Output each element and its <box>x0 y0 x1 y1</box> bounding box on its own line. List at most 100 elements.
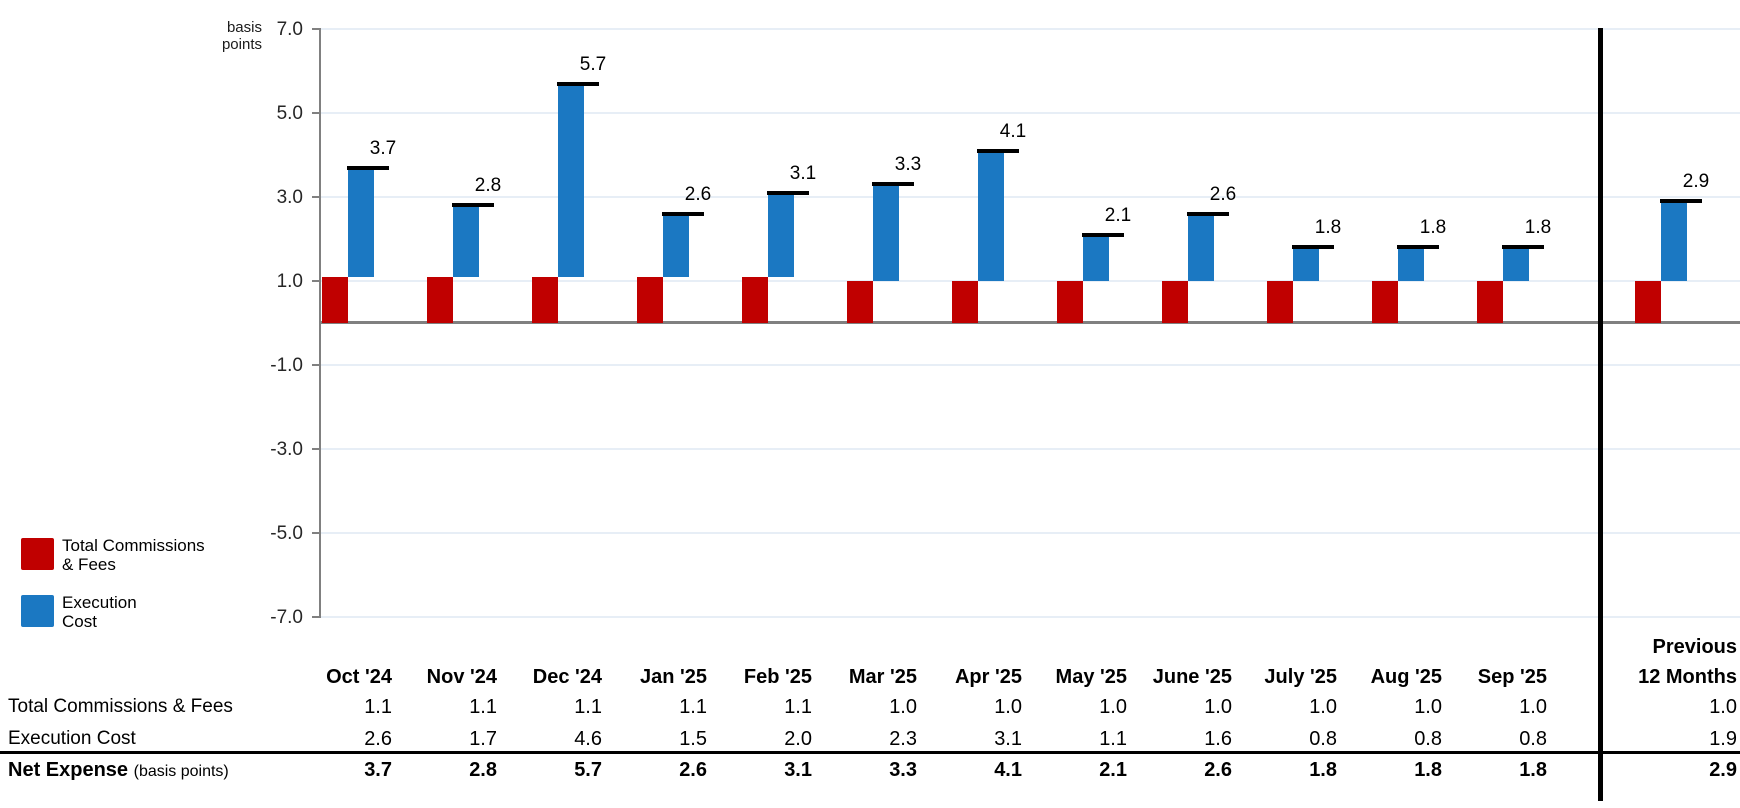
row-total-commissions-fees-value: 1.0 <box>889 696 917 718</box>
row-net-expense-value: 5.7 <box>574 759 602 781</box>
net-expense-marker <box>1397 245 1439 250</box>
y-axis-tick <box>312 616 321 618</box>
bar-execution-cost <box>558 83 584 277</box>
table-header-month: Mar '25 <box>848 666 917 688</box>
net-expense-value-label: 2.6 <box>1209 183 1237 205</box>
legend-label-execution-cost: Execution Cost <box>62 593 222 631</box>
bar-execution-cost <box>978 150 1004 281</box>
table-header-month: Oct '24 <box>326 666 392 688</box>
table-header-month: Nov '24 <box>426 666 497 688</box>
y-axis-tick-label: -3.0 <box>270 439 303 460</box>
row-total-commissions-fees-value: 1.0 <box>1414 696 1442 718</box>
bar-total-commissions-fees <box>532 276 558 323</box>
row-label-execution-cost: Execution Cost <box>8 728 136 749</box>
y-axis-title: basis points <box>182 19 262 53</box>
row-total-commissions-fees-value: 1.1 <box>574 696 602 718</box>
bar-total-commissions-fees <box>1477 281 1503 323</box>
net-expense-marker <box>977 148 1019 153</box>
bar-total-commissions-fees <box>1057 281 1083 323</box>
row-execution-cost-value: 2.3 <box>889 728 917 750</box>
gridline <box>321 616 1740 618</box>
gridline <box>321 196 1740 198</box>
row-total-commissions-fees-value: 1.0 <box>1519 696 1547 718</box>
y-axis-tick-label: -1.0 <box>270 355 303 376</box>
net-expense-marker <box>767 190 809 195</box>
net-expense-value-label: 1.8 <box>1314 217 1342 239</box>
net-expense-marker <box>1187 211 1229 216</box>
net-expense-marker <box>557 81 599 86</box>
bar-total-commissions-fees <box>1162 281 1188 323</box>
bar-execution-cost <box>453 205 479 277</box>
net-expense-label-bold: Net Expense <box>8 759 134 781</box>
net-expense-value-label: 2.6 <box>684 183 712 205</box>
table-header-month: Apr '25 <box>954 666 1022 688</box>
row-execution-cost-value: 0.8 <box>1309 728 1337 750</box>
row-execution-cost-value: 1.5 <box>679 728 707 750</box>
bar-execution-cost <box>1083 234 1109 281</box>
y-axis-line <box>319 30 321 618</box>
row-net-expense-value: 1.8 <box>1519 759 1547 781</box>
net-expense-marker <box>1502 245 1544 250</box>
bar-execution-cost <box>1398 247 1424 281</box>
row-net-expense-value: 1.8 <box>1414 759 1442 781</box>
gridline <box>321 28 1740 30</box>
y-axis-tick <box>312 196 321 198</box>
legend-label-line: Cost <box>62 612 97 631</box>
net-expense-marker <box>452 203 494 208</box>
row-total-commissions-fees-value: 1.0 <box>1099 696 1127 718</box>
table-header-month: Aug '25 <box>1370 666 1442 688</box>
bar-execution-cost <box>1188 213 1214 281</box>
table-header-month: May '25 <box>1055 666 1127 688</box>
row-execution-cost-value: 0.8 <box>1414 728 1442 750</box>
bar-execution-cost <box>1293 247 1319 281</box>
bar-execution-cost <box>1503 247 1529 281</box>
net-expense-value-label: 2.8 <box>474 175 502 197</box>
net-expense-value-label: 1.8 <box>1524 217 1552 239</box>
row-execution-cost-value: 2.0 <box>784 728 812 750</box>
bar-execution-cost <box>1661 201 1687 281</box>
net-expense-value-label: 5.7 <box>579 53 607 75</box>
row-total-commissions-fees-value: 1.0 <box>994 696 1022 718</box>
row-net-expense-value: 3.1 <box>784 759 812 781</box>
gridline <box>321 112 1740 114</box>
y-axis-tick <box>312 28 321 30</box>
net-expense-marker <box>1292 245 1334 250</box>
bar-total-commissions-fees <box>427 276 453 323</box>
legend-label-line: & Fees <box>62 555 116 574</box>
y-axis-tick-label: 3.0 <box>276 187 303 208</box>
y-axis-title-line2: points <box>221 36 262 53</box>
bar-execution-cost <box>348 167 374 277</box>
net-expense-value-label: 2.1 <box>1104 204 1132 226</box>
y-axis-tick-label: -5.0 <box>270 523 303 544</box>
net-expense-value-label: 3.3 <box>894 154 922 176</box>
y-axis-tick-label: 5.0 <box>276 103 303 124</box>
table-header-month: Sep '25 <box>1477 666 1547 688</box>
gridline <box>321 448 1740 450</box>
y-axis-tick <box>312 112 321 114</box>
zero-line <box>320 321 1740 324</box>
table-header-previous-12-months: 12 Months <box>1638 666 1737 688</box>
table-header-month: Feb '25 <box>743 666 812 688</box>
legend-label-total-commissions: Total Commissions & Fees <box>62 536 222 574</box>
net-expense-value-label: 2.9 <box>1682 171 1710 193</box>
row-total-commissions-fees-value: 1.1 <box>469 696 497 718</box>
row-net-expense-value: 2.1 <box>1099 759 1127 781</box>
net-expense-marker <box>1660 199 1702 204</box>
table-header-month: Dec '24 <box>532 666 602 688</box>
legend-label-line: Total Commissions <box>62 536 205 555</box>
table-header-previous-12-months: Previous <box>1652 636 1737 658</box>
table-header-month: June '25 <box>1152 666 1232 688</box>
row-execution-cost-value: 2.6 <box>364 728 392 750</box>
row-total-commissions-fees-value: 1.1 <box>364 696 392 718</box>
bar-execution-cost <box>768 192 794 277</box>
legend-label-line: Execution <box>62 593 137 612</box>
row-net-expense-value: 4.1 <box>994 759 1022 781</box>
row-total-commissions-fees-value: 1.0 <box>1204 696 1232 718</box>
y-axis-tick-label: -7.0 <box>270 607 303 628</box>
legend-swatch-total-commissions <box>21 538 54 570</box>
net-expense-label-suffix: (basis points) <box>133 763 229 780</box>
y-axis-tick-label: 7.0 <box>276 19 303 40</box>
row-total-commissions-fees-value: 1.0 <box>1309 696 1337 718</box>
